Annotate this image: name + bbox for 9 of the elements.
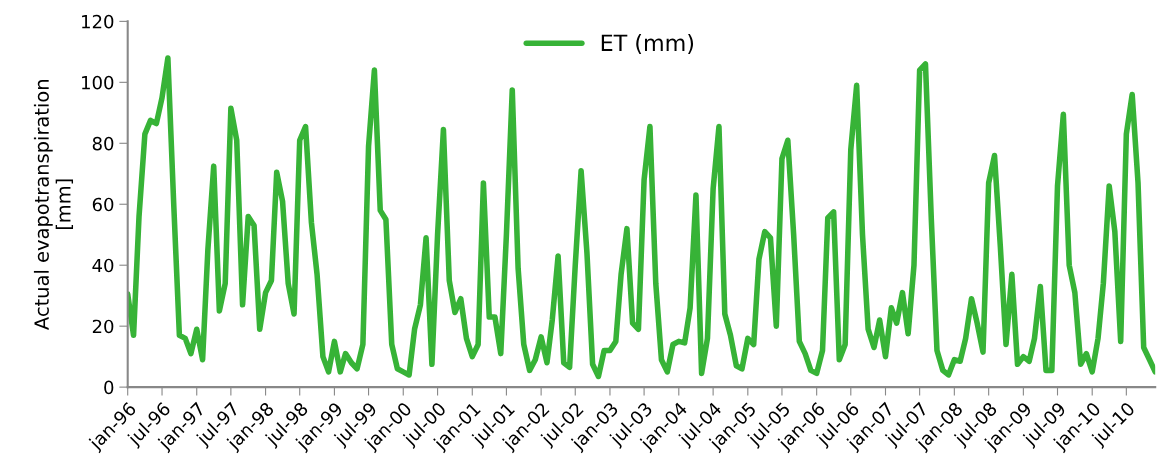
y-tick-label: 60 (92, 197, 114, 212)
y-tick-label: 20 (92, 319, 114, 334)
legend-label: ET (mm) (601, 34, 694, 54)
y-tick-label: 120 (82, 14, 114, 29)
y-tick-label: 80 (92, 136, 114, 151)
y-tick-label: 40 (92, 258, 114, 273)
y-tick-label: 0 (104, 380, 114, 395)
y-axis-title: Actual evapotranspiration [mm] (33, 80, 74, 330)
y-tick-label: 100 (82, 75, 114, 90)
